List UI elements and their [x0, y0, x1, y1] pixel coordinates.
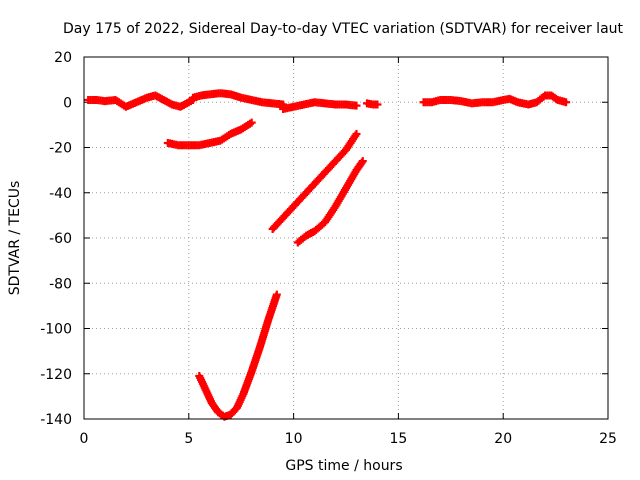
- data-point: [352, 101, 361, 110]
- series-arc-c: [293, 157, 367, 247]
- x-tick-label: 10: [285, 431, 303, 447]
- data-series: [84, 89, 571, 421]
- series-arc-main-3: [279, 98, 361, 114]
- chart-title: Day 175 of 2022, Sidereal Day-to-day VTE…: [63, 21, 624, 37]
- data-point: [272, 290, 281, 299]
- x-tick-label: 25: [599, 431, 617, 447]
- y-tick-label: -60: [49, 231, 72, 247]
- y-tick-label: -140: [40, 412, 72, 428]
- plot-frame: [83, 56, 609, 420]
- gridlines: [83, 56, 609, 420]
- series-arc-main-1: [84, 91, 197, 111]
- y-tick-label: -80: [49, 276, 72, 292]
- series-arc-main-5: [419, 91, 571, 109]
- data-point: [373, 100, 382, 109]
- data-point: [358, 157, 367, 166]
- y-tick-label: 0: [63, 95, 72, 111]
- y-tick-label: -20: [49, 141, 72, 157]
- y-tick-label: 20: [54, 50, 72, 66]
- y-tick-label: -120: [40, 367, 72, 383]
- y-tick-labels: 20 0 -20 -40 -60 -80 -100 -120 -140: [40, 50, 72, 428]
- x-tick-label: 5: [184, 431, 193, 447]
- x-tick-label: 15: [389, 431, 407, 447]
- data-point: [562, 98, 571, 107]
- series-arc-a: [163, 118, 256, 150]
- series-arc-main-2: [188, 89, 288, 109]
- series-arc-d: [195, 290, 281, 421]
- y-axis-label: SDTVAR / TECUs: [7, 181, 23, 296]
- series-arc-main-4: [362, 99, 382, 109]
- data-point: [352, 129, 361, 138]
- series-arc-b: [268, 129, 361, 233]
- y-tick-label: -40: [49, 186, 72, 202]
- x-axis-label: GPS time / hours: [285, 458, 402, 474]
- x-tick-label: 0: [80, 431, 89, 447]
- data-point: [247, 118, 256, 127]
- x-tick-labels: 0 5 10 15 20 25: [80, 431, 617, 447]
- y-tick-label: -100: [40, 322, 72, 338]
- x-tick-label: 20: [494, 431, 512, 447]
